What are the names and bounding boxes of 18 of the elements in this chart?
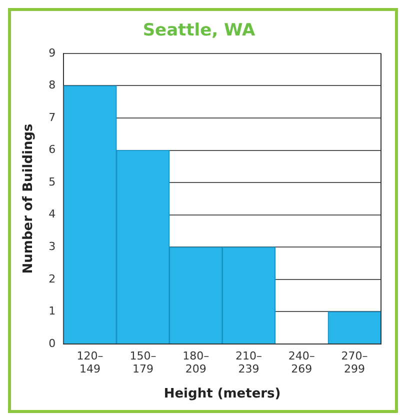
chart-title: Seattle, WA xyxy=(142,20,256,41)
y-tick-label: 9 xyxy=(48,46,56,60)
y-tick-label: 1 xyxy=(48,304,56,318)
y-tick-label: 3 xyxy=(48,240,56,253)
y-axis-title: Number of Buildings xyxy=(21,123,36,274)
x-tick-label: 180–209 xyxy=(182,349,210,376)
y-tick-label: 5 xyxy=(48,175,56,188)
x-tick-label: 150–179 xyxy=(130,349,156,376)
x-tick-label: 120–149 xyxy=(76,349,104,376)
y-tick-label: 8 xyxy=(48,78,56,92)
y-tick-label: 2 xyxy=(48,272,56,286)
x-tick-label: 210–239 xyxy=(236,349,262,376)
y-tick-label: 0 xyxy=(48,336,56,350)
x-tick-label: 240–269 xyxy=(288,349,315,376)
y-tick-label: 7 xyxy=(48,110,56,124)
x-tick-label: 270–299 xyxy=(341,349,368,376)
y-tick-label: 4 xyxy=(48,208,56,221)
y-tick-label: 6 xyxy=(48,143,56,156)
